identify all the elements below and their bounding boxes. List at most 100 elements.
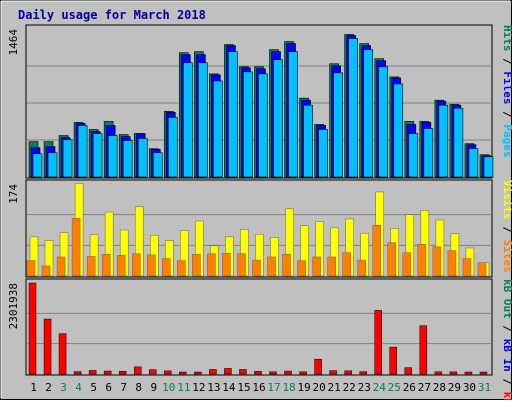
- bar-pages-day-26: [408, 133, 419, 178]
- bar-pages-day-10: [167, 117, 178, 178]
- bar-sites-day-27: [417, 244, 427, 277]
- bar-sites-day-23: [357, 259, 366, 277]
- bar-pages-day-18: [288, 51, 298, 178]
- bar-pages-day-27: [423, 128, 434, 178]
- day-label-31: 31: [478, 381, 491, 394]
- bar-sites-day-15: [237, 253, 246, 277]
- bar-kbf-day-6: [103, 370, 112, 375]
- day-label-23: 23: [358, 381, 371, 394]
- day-label-22: 22: [343, 381, 356, 394]
- bar-kbf-day-31: [479, 371, 488, 375]
- bar-sites-day-18: [282, 254, 291, 277]
- bar-kbf-day-8: [133, 366, 142, 375]
- bar-sites-day-10: [162, 258, 171, 277]
- day-label-3: 3: [60, 381, 67, 394]
- day-label-12: 12: [192, 381, 205, 394]
- bar-sites-day-28: [432, 246, 442, 277]
- bar-pages-day-22: [348, 38, 358, 178]
- bar-sites-day-9: [147, 254, 156, 277]
- bar-kbf-day-17: [269, 371, 277, 375]
- panel-middle-axis-label: Visits / Sites: [501, 180, 512, 273]
- bar-kbf-day-21: [329, 370, 337, 375]
- panel-bottom-max-label: 2301938: [7, 283, 20, 329]
- bar-sites-day-16: [252, 259, 261, 277]
- bar-sites-day-4: [71, 218, 81, 277]
- bar-kbf-day-23: [359, 371, 367, 375]
- bar-pages-day-11: [183, 62, 193, 178]
- chart-title: Daily usage for March 2018: [18, 8, 206, 22]
- panel-middle-max-label: 174: [7, 184, 20, 204]
- day-label-24: 24: [373, 381, 387, 394]
- bar-sites-day-11: [177, 260, 186, 277]
- bar-pages-day-6: [107, 135, 118, 178]
- bar-kbf-day-13: [209, 369, 217, 375]
- bar-kbf-day-11: [179, 371, 187, 375]
- day-label-14: 14: [222, 381, 236, 394]
- bar-kbf-day-2: [43, 318, 52, 375]
- bar-pages-day-19: [303, 104, 313, 178]
- bar-pages-day-24: [378, 66, 389, 178]
- day-label-17: 17: [267, 381, 280, 394]
- day-label-30: 30: [463, 381, 476, 394]
- bar-sites-day-7: [116, 255, 126, 277]
- day-label-25: 25: [388, 381, 401, 394]
- bar-kbf-day-22: [344, 370, 352, 375]
- day-label-15: 15: [237, 381, 250, 394]
- bar-sites-day-25: [387, 242, 397, 277]
- bar-kbf-day-3: [58, 333, 67, 375]
- day-label-19: 19: [297, 381, 310, 394]
- bar-kbf-day-12: [194, 371, 202, 375]
- bar-pages-day-29: [453, 107, 464, 178]
- bar-kbf-day-29: [449, 371, 458, 375]
- day-label-1: 1: [30, 381, 37, 394]
- bar-kbf-day-10: [164, 370, 172, 375]
- day-label-10: 10: [162, 381, 175, 394]
- day-label-13: 13: [207, 381, 220, 394]
- day-labels: 1 2 3 4 5 6 7 8 9 10 11 12 13 14 15 16 17 18 19 20 21 22 23 24 2…: [30, 381, 491, 394]
- bar-pages-day-31: [483, 156, 494, 178]
- day-label-4: 4: [75, 381, 82, 394]
- bar-kbf-day-1: [28, 282, 37, 375]
- day-label-27: 27: [418, 381, 431, 394]
- day-label-20: 20: [313, 381, 326, 394]
- day-label-9: 9: [150, 381, 157, 394]
- bar-pages-day-28: [438, 104, 449, 178]
- bar-sites-day-6: [101, 254, 111, 277]
- bar-kbf-day-7: [118, 370, 127, 375]
- day-label-26: 26: [403, 381, 416, 394]
- bar-kbf-day-5: [88, 370, 97, 375]
- bar-sites-day-30: [462, 258, 472, 277]
- bar-pages-day-23: [363, 49, 374, 178]
- day-label-29: 29: [448, 381, 461, 394]
- bar-pages-day-30: [468, 148, 479, 178]
- bar-pages-day-7: [122, 140, 133, 178]
- day-label-2: 2: [45, 381, 52, 394]
- bar-pages-day-20: [318, 129, 328, 178]
- bar-sites-day-22: [342, 252, 351, 277]
- panel-top-max-label: 1464: [7, 29, 20, 56]
- bar-sites-day-24: [372, 224, 381, 277]
- bar-sites-day-31: [477, 262, 487, 277]
- bar-kbf-day-4: [73, 371, 82, 375]
- bar-kbf-day-14: [224, 368, 232, 375]
- bar-kbf-day-16: [254, 370, 262, 375]
- bar-pages-day-4: [77, 125, 88, 178]
- bar-kbf-day-27: [419, 325, 428, 375]
- bar-sites-day-19: [297, 260, 306, 277]
- bar-kbf-day-9: [149, 369, 157, 375]
- bar-pages-day-5: [92, 133, 103, 178]
- bar-pages-day-9: [152, 152, 163, 178]
- bar-sites-day-14: [222, 253, 231, 277]
- bar-pages-day-12: [198, 62, 208, 178]
- bar-sites-day-29: [447, 250, 457, 277]
- panel-top: 1464 Hits / Files / Pages: [7, 24, 512, 179]
- bar-pages-day-3: [62, 139, 73, 178]
- bar-pages-day-1: [32, 153, 43, 178]
- bar-sites-day-8: [131, 253, 141, 277]
- bar-kbf-day-24: [374, 310, 382, 375]
- bar-pages-day-17: [273, 59, 283, 178]
